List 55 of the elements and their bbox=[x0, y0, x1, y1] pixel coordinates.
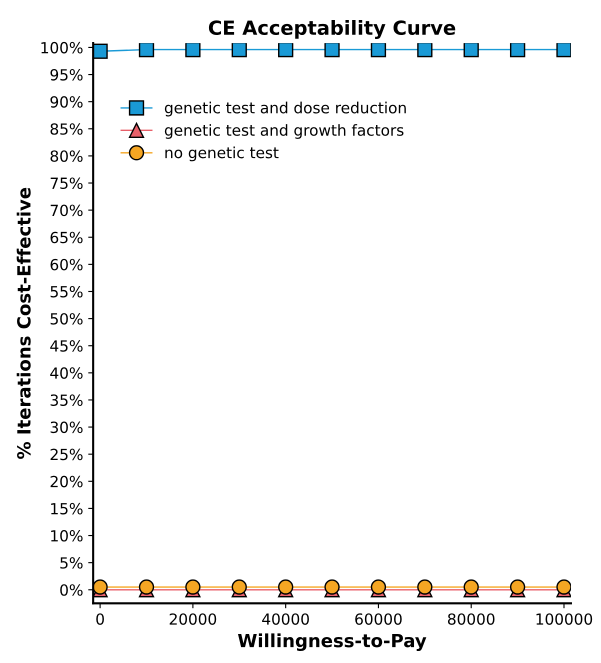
y-tick-label: 15% bbox=[51, 502, 83, 514]
point bbox=[556, 43, 571, 58]
point bbox=[510, 43, 526, 58]
point bbox=[417, 579, 432, 595]
y-tick-label: 75% bbox=[50, 177, 83, 190]
x-tick-label: 100000 bbox=[536, 613, 592, 625]
point bbox=[93, 44, 108, 59]
x-axis-title: Willingness-to-Pay bbox=[238, 633, 426, 652]
y-tick-label: 50% bbox=[50, 313, 83, 325]
y-tick-label: 40% bbox=[50, 367, 83, 379]
point bbox=[232, 579, 247, 595]
point bbox=[185, 579, 201, 595]
y-tick-label: 30% bbox=[50, 422, 83, 434]
point bbox=[138, 579, 154, 595]
y-tick-label: 10% bbox=[51, 530, 83, 542]
point bbox=[324, 43, 340, 58]
point bbox=[556, 579, 571, 595]
x-tick-label: 60000 bbox=[355, 613, 402, 625]
y-tick-label: 25% bbox=[50, 448, 83, 460]
y-tick-label: 65% bbox=[50, 232, 83, 244]
y-tick-label: 35% bbox=[50, 394, 83, 406]
y-tick-label: 95% bbox=[50, 69, 83, 81]
x-tick-label: 80000 bbox=[448, 613, 494, 625]
y-tick-label: 80% bbox=[50, 150, 83, 162]
chart-title: CE Acceptability Curve bbox=[208, 20, 456, 39]
x-tick-label: 40000 bbox=[262, 613, 309, 625]
y-tick-label: 45% bbox=[50, 340, 83, 352]
y-tick-label: 70% bbox=[50, 204, 83, 216]
point bbox=[370, 43, 386, 58]
point bbox=[278, 43, 294, 58]
y-tick-label: 55% bbox=[50, 286, 83, 298]
point bbox=[417, 43, 432, 58]
point bbox=[93, 579, 108, 595]
legend-label: genetic test and dose reduction bbox=[164, 102, 406, 116]
y-axis-title: % Iterations Cost-Effective bbox=[16, 188, 31, 459]
legend-label: no genetic test bbox=[165, 146, 279, 162]
y-tick-label: 20% bbox=[50, 476, 83, 488]
x-tick-label: 0 bbox=[96, 613, 104, 625]
point bbox=[138, 43, 154, 58]
point bbox=[464, 43, 479, 58]
point bbox=[370, 579, 386, 595]
point bbox=[464, 579, 479, 595]
y-tick-label: 60% bbox=[50, 258, 83, 270]
point bbox=[278, 579, 294, 595]
point bbox=[324, 579, 340, 595]
y-tick-label: 85% bbox=[50, 123, 83, 135]
y-tick-label: 90% bbox=[50, 96, 83, 108]
y-tick-label: 0% bbox=[60, 584, 83, 596]
x-tick-label: 20000 bbox=[170, 613, 216, 625]
legend-label: genetic test and growth factors bbox=[164, 124, 404, 139]
y-tick-label: 5% bbox=[60, 557, 83, 569]
point bbox=[185, 43, 201, 58]
y-tick-label: 100% bbox=[41, 42, 83, 54]
point bbox=[510, 579, 526, 595]
point bbox=[232, 43, 247, 58]
